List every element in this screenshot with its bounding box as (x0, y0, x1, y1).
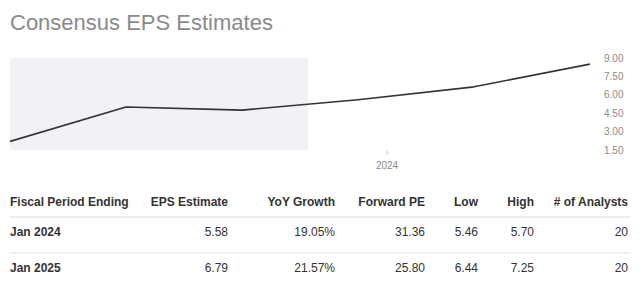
y-tick-label: 1.50 (604, 145, 624, 156)
plot-area (10, 58, 590, 150)
table-cell: 5.46 (455, 225, 479, 239)
y-tick-label: 6.00 (604, 89, 624, 100)
x-tick-label: 2024 (376, 160, 399, 171)
table-rule (10, 217, 630, 218)
table-header: EPS Estimate (151, 195, 229, 209)
table-rule (10, 253, 630, 254)
table-cell: Jan 2025 (10, 261, 61, 275)
table-header: High (507, 195, 534, 209)
table-cell: 25.80 (395, 261, 425, 275)
table-cell: 19.05% (294, 225, 335, 239)
x-tick (387, 150, 388, 155)
table-cell: 5.70 (511, 225, 535, 239)
y-tick-label: 7.50 (604, 71, 624, 82)
table-cell: 5.58 (205, 225, 229, 239)
table-header: # of Analysts (554, 195, 629, 209)
table-header: YoY Growth (267, 195, 335, 209)
table-cell: 21.57% (294, 261, 335, 275)
y-tick-label: 4.50 (604, 108, 624, 119)
table-cell: 7.25 (511, 261, 535, 275)
table-cell: 31.36 (395, 225, 425, 239)
y-tick-label: 3.00 (604, 126, 624, 137)
table-cell: Jan 2024 (10, 225, 61, 239)
table-cell: 20 (615, 261, 629, 275)
table-cell: 20 (615, 225, 629, 239)
history-shade (10, 58, 308, 150)
table-cell: 6.44 (455, 261, 479, 275)
y-tick-label: 9.00 (604, 53, 624, 64)
table-header: Low (454, 195, 479, 209)
table-header: Fiscal Period Ending (10, 195, 129, 209)
eps-line (10, 64, 590, 141)
chart-title: Consensus EPS Estimates (10, 10, 273, 35)
table-cell: 6.79 (205, 261, 229, 275)
page: Consensus EPS Estimates 1.50 3.00 4.50 6.00 7… (0, 0, 640, 281)
table-header: Forward PE (358, 195, 425, 209)
